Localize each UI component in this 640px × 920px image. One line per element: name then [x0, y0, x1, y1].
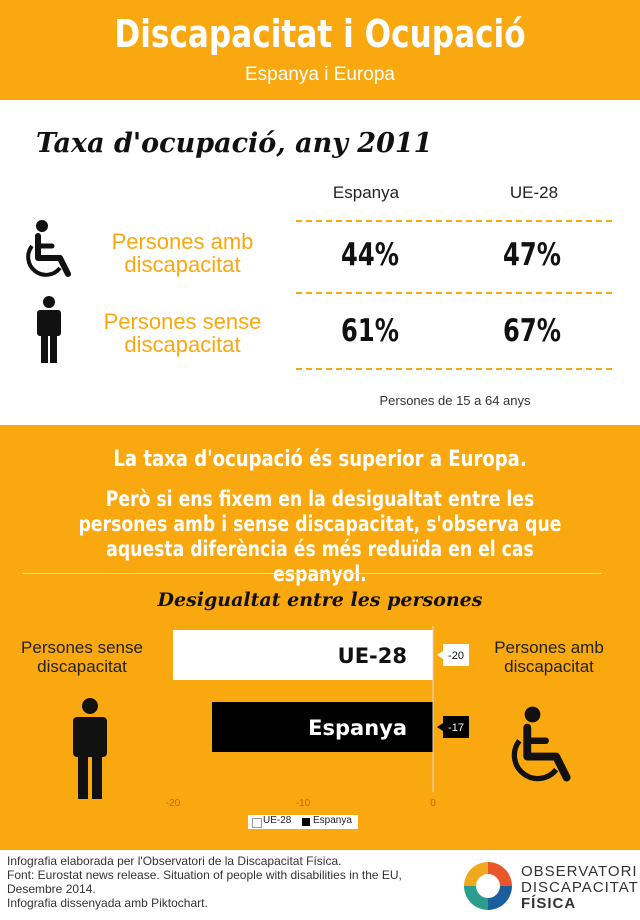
legend-label-espanya: Espanya	[313, 815, 352, 826]
footer-tool: Infografia dissenyada amb Piktochart.	[7, 896, 208, 910]
bar-ue-28	[173, 630, 433, 680]
chart-right-label: Persones amb discapacitat	[494, 638, 604, 676]
wheelchair-icon	[511, 706, 571, 782]
logo-text-line2: DISCAPACITAT	[521, 879, 639, 896]
bar-espanya	[212, 702, 433, 752]
person-icon	[37, 296, 61, 363]
chart-left-label: Persones sense discapacitat	[21, 638, 143, 676]
observatori-logo-icon	[464, 862, 512, 910]
employment-title: Taxa d'ocupació, any 2011	[36, 128, 433, 159]
dashed-divider	[296, 368, 612, 370]
svg-text:-20: -20	[448, 650, 464, 662]
legend-label-ue28: UE-28	[263, 815, 292, 826]
svg-text:-17: -17	[448, 722, 464, 734]
value-ue28-without-disability: 67%	[503, 313, 561, 349]
page-subtitle: Espanya i Europa	[245, 64, 395, 85]
legend-swatch-ue28	[252, 818, 262, 828]
person-icon	[73, 698, 107, 799]
column-header-espanya: Espanya	[332, 183, 400, 202]
bar-label-ue-28: UE-28	[338, 644, 407, 668]
dashed-divider	[296, 220, 612, 222]
section-divider	[22, 573, 602, 574]
footer	[0, 850, 640, 920]
legend-swatch-espanya	[302, 818, 310, 826]
dashed-divider	[296, 292, 612, 294]
chart-legend: UE-28 Espanya	[248, 815, 358, 829]
data-label-espanya: -17	[437, 716, 469, 738]
value-ue28-with-disability: 47%	[503, 237, 561, 273]
bar-label-espanya: Espanya	[308, 716, 407, 740]
footer-date: Desembre 2014.	[7, 882, 96, 896]
wheelchair-icon	[26, 220, 71, 277]
logo-text-line3: FÍSICA	[521, 895, 577, 912]
x-tick-label: 0	[430, 798, 436, 809]
logo-text-line1: OBSERVATORI	[521, 863, 638, 880]
x-tick-label: -20	[166, 798, 181, 809]
row-label-with-disability: Persones amb discapacitat	[111, 229, 254, 277]
footer-credit: Infografia elaborada per l'Observatori d…	[7, 854, 342, 868]
page-title: Discapacitat i Ocupació	[114, 12, 526, 56]
data-label-ue-28: -20	[437, 644, 469, 666]
age-range-note: Persones de 15 a 64 anys	[379, 393, 531, 408]
headline-primary: La taxa d'ocupació és superior a Europa.	[113, 447, 527, 472]
headline-secondary: Però si ens fixem en la desigualtat entr…	[78, 487, 562, 586]
inequality-bar-chart: UE-28 -20 Espanya -17 -20 -10 0	[166, 626, 469, 809]
chart-title: Desigualtat entre les persones	[157, 589, 483, 611]
footer-source: Font: Eurostat news release. Situation o…	[7, 868, 402, 882]
value-espanya-without-disability: 61%	[341, 313, 399, 349]
value-espanya-with-disability: 44%	[341, 237, 399, 273]
header-banner	[0, 0, 640, 100]
x-tick-label: -10	[296, 798, 311, 809]
row-label-without-disability: Persones sense discapacitat	[103, 309, 262, 357]
column-header-ue28: UE-28	[509, 183, 559, 202]
